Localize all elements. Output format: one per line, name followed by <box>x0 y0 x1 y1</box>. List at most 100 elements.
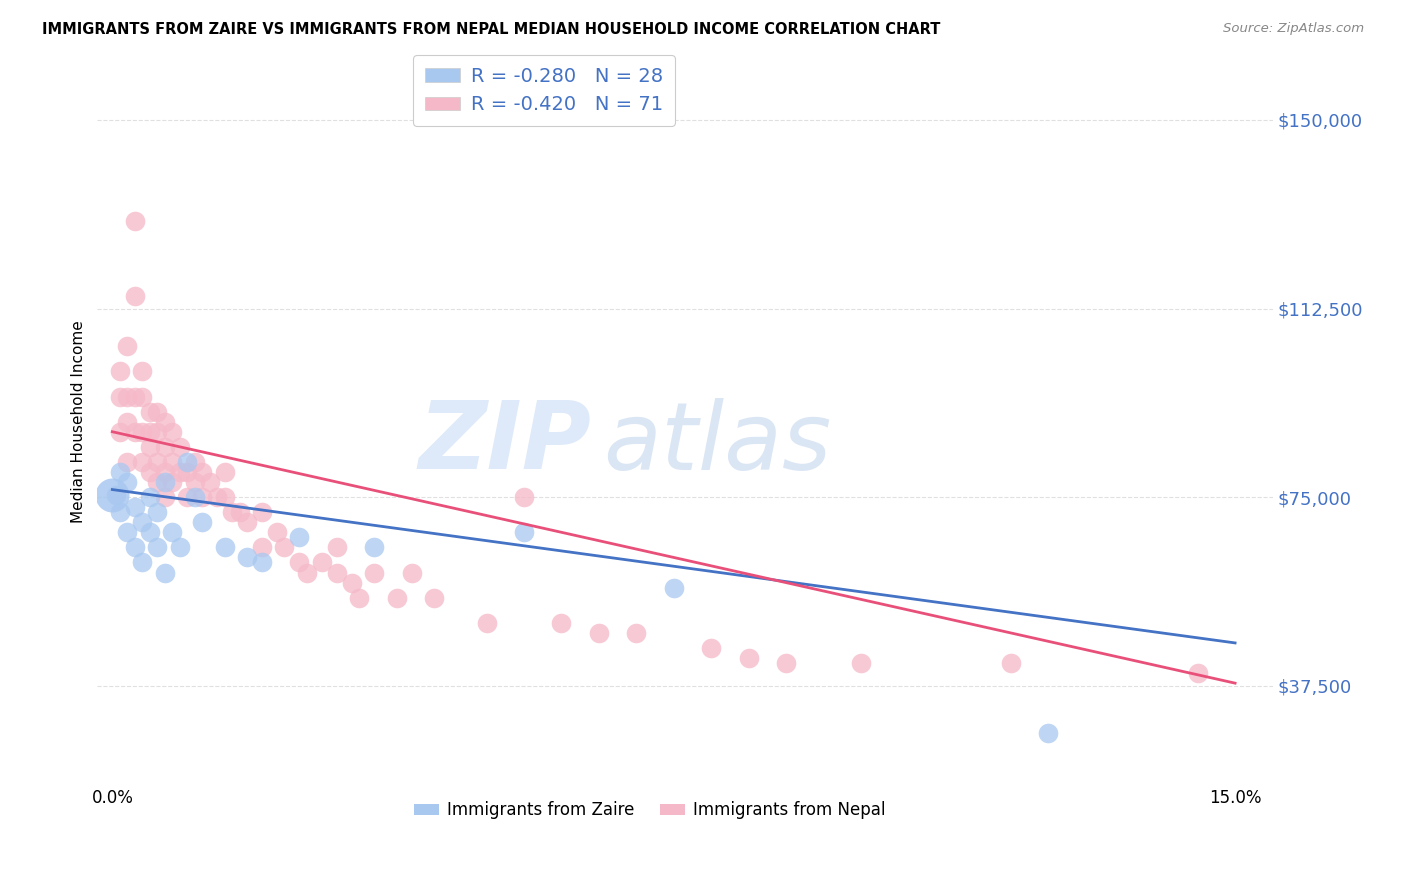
Point <box>108 465 131 479</box>
Point <box>146 505 169 519</box>
Point <box>250 556 273 570</box>
Point <box>266 525 288 540</box>
Point <box>176 455 198 469</box>
Point <box>124 500 146 515</box>
Y-axis label: Median Household Income: Median Household Income <box>72 320 86 523</box>
Point <box>108 390 131 404</box>
Point <box>131 425 153 439</box>
Point <box>160 475 183 489</box>
Point <box>737 651 759 665</box>
Point <box>1187 666 1209 681</box>
Point <box>146 475 169 489</box>
Point <box>205 490 228 504</box>
Point <box>124 425 146 439</box>
Point <box>117 525 139 540</box>
Point <box>183 490 205 504</box>
Point <box>153 465 176 479</box>
Point <box>169 440 191 454</box>
Point <box>236 550 259 565</box>
Point <box>139 490 162 504</box>
Point <box>183 475 205 489</box>
Point <box>363 541 385 555</box>
Point <box>153 475 176 489</box>
Point <box>108 364 131 378</box>
Text: Source: ZipAtlas.com: Source: ZipAtlas.com <box>1223 22 1364 36</box>
Point <box>153 490 176 504</box>
Point <box>131 364 153 378</box>
Point <box>849 656 872 670</box>
Point <box>423 591 446 605</box>
Point <box>295 566 318 580</box>
Point <box>363 566 385 580</box>
Point <box>117 455 139 469</box>
Point <box>326 541 349 555</box>
Point <box>139 425 162 439</box>
Text: atlas: atlas <box>603 398 831 489</box>
Point <box>385 591 408 605</box>
Point <box>160 455 183 469</box>
Point <box>124 541 146 555</box>
Point <box>101 487 124 501</box>
Point <box>108 505 131 519</box>
Point <box>326 566 349 580</box>
Point <box>191 490 214 504</box>
Point <box>117 475 139 489</box>
Point <box>131 556 153 570</box>
Point <box>550 615 572 630</box>
Point <box>1000 656 1022 670</box>
Point <box>124 289 146 303</box>
Point <box>221 505 243 519</box>
Point <box>191 515 214 529</box>
Point <box>401 566 423 580</box>
Point <box>176 465 198 479</box>
Point <box>662 581 685 595</box>
Point <box>626 625 648 640</box>
Point <box>169 465 191 479</box>
Point <box>513 490 536 504</box>
Point <box>146 404 169 418</box>
Point <box>146 541 169 555</box>
Point <box>124 213 146 227</box>
Point <box>250 541 273 555</box>
Point <box>117 390 139 404</box>
Point <box>105 487 128 501</box>
Point <box>131 515 153 529</box>
Point <box>108 425 131 439</box>
Point <box>191 465 214 479</box>
Point <box>139 465 162 479</box>
Point <box>183 455 205 469</box>
Point <box>117 415 139 429</box>
Point <box>146 455 169 469</box>
Point <box>214 465 236 479</box>
Point <box>349 591 371 605</box>
Point <box>131 455 153 469</box>
Point <box>139 525 162 540</box>
Point <box>139 440 162 454</box>
Point <box>588 625 610 640</box>
Point <box>198 475 221 489</box>
Point <box>273 541 295 555</box>
Text: ZIP: ZIP <box>418 398 591 490</box>
Point <box>775 656 797 670</box>
Point <box>131 390 153 404</box>
Point <box>475 615 498 630</box>
Point <box>288 530 311 544</box>
Point <box>250 505 273 519</box>
Point <box>160 525 183 540</box>
Point <box>288 556 311 570</box>
Text: IMMIGRANTS FROM ZAIRE VS IMMIGRANTS FROM NEPAL MEDIAN HOUSEHOLD INCOME CORRELATI: IMMIGRANTS FROM ZAIRE VS IMMIGRANTS FROM… <box>42 22 941 37</box>
Point <box>340 575 363 590</box>
Point <box>214 541 236 555</box>
Point <box>153 566 176 580</box>
Point <box>139 404 162 418</box>
Point <box>176 490 198 504</box>
Point <box>160 425 183 439</box>
Point <box>153 440 176 454</box>
Point <box>146 425 169 439</box>
Point <box>214 490 236 504</box>
Point <box>1036 726 1059 740</box>
Point <box>169 541 191 555</box>
Point <box>700 640 723 655</box>
Legend: Immigrants from Zaire, Immigrants from Nepal: Immigrants from Zaire, Immigrants from N… <box>408 795 893 826</box>
Point <box>236 515 259 529</box>
